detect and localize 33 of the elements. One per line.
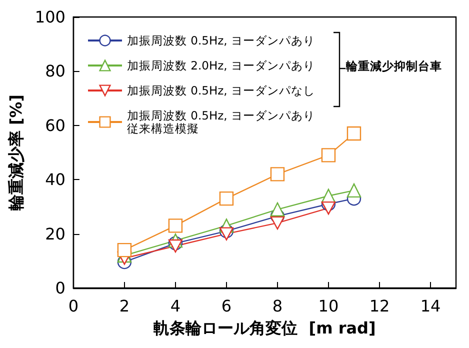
legend-label: 加振周波数 2.0Hz, ヨーダンパあり [127,58,315,72]
legend-label: 加振周波数 0.5Hz, ヨーダンパあり [127,34,315,48]
point [219,191,234,206]
point [270,202,285,217]
point [219,227,234,240]
y-tick-label: 20 [45,224,66,244]
point [270,216,285,230]
legend-label: 加振周波数 0.5Hz, ヨーダンパなし [127,84,315,98]
point [168,218,183,233]
y-tick-label: 0 [55,278,66,298]
point [346,183,362,198]
x-tick-label: 12 [369,296,390,316]
point [270,167,285,182]
x-tick-label: 8 [272,296,283,316]
y-tick-label: 80 [45,62,66,81]
x-tick-label: 14 [420,296,441,316]
point [117,242,132,258]
y-tick-label: 40 [45,170,66,190]
y-axis-title: 輪重減少率 [%] [6,94,26,212]
y-tick-label: 100 [34,8,66,26]
x-tick-label: 2 [119,296,130,316]
point [346,126,362,141]
x-tick-label: 6 [221,296,232,316]
x-tick-label: 4 [170,296,181,316]
point [321,148,336,162]
y-tick-label: 60 [45,116,66,135]
x-tick-label: 10 [318,296,339,316]
point [321,201,336,215]
x-tick-label: 0 [68,296,79,316]
legend-label: 加振周波数 0.5Hz, ヨーダンパあり従来構造模擬 [127,108,315,136]
point [168,239,183,253]
annotation: 輪重減少抑制台車 [345,59,442,73]
x-axis-title: 軌条輪ロール角変位 [m rad] [152,318,376,338]
